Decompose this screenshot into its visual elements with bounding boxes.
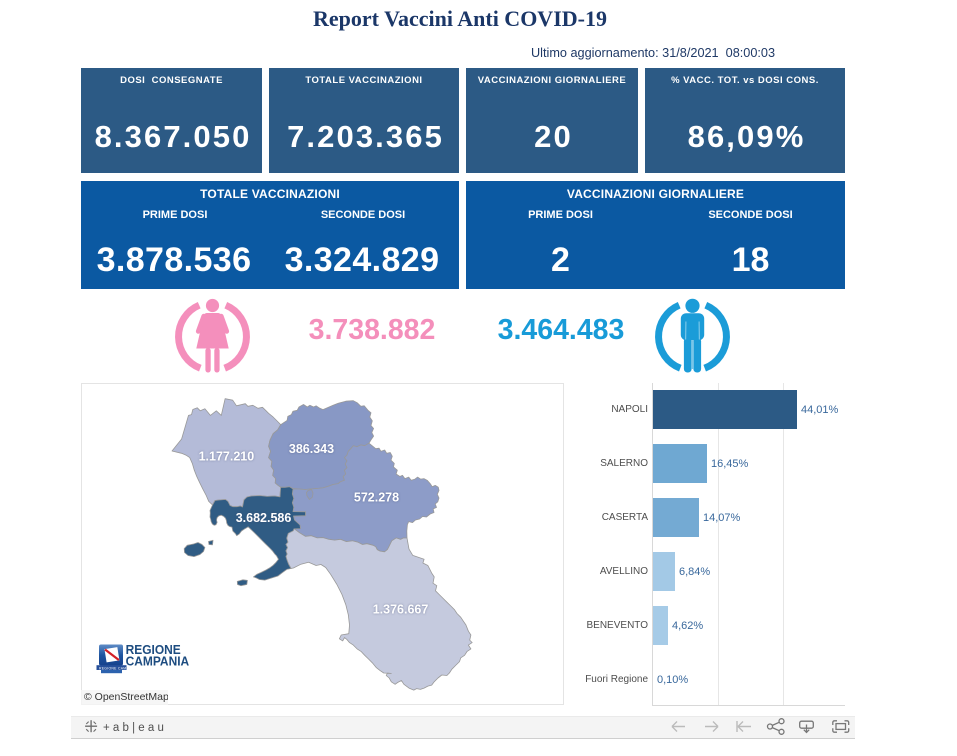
svg-text:1.177.210: 1.177.210: [199, 449, 255, 463]
svg-text:REGIONE CAMPANIA: REGIONE CAMPANIA: [99, 666, 138, 670]
svg-text:386.343: 386.343: [289, 442, 334, 456]
svg-text:REGIONE: REGIONE: [126, 643, 181, 657]
svg-text:572.278: 572.278: [354, 491, 399, 505]
svg-text:1.376.667: 1.376.667: [373, 603, 429, 617]
svg-text:CAMPANIA: CAMPANIA: [126, 654, 190, 669]
svg-text:3.682.586: 3.682.586: [236, 511, 292, 525]
svg-text:+ab|eau: +ab|eau: [103, 722, 167, 734]
